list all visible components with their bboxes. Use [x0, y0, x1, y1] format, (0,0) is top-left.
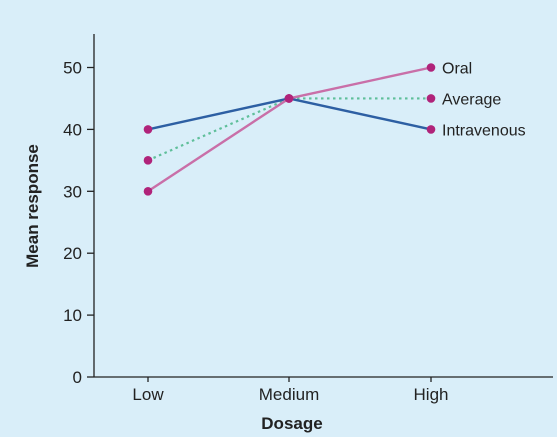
- data-point-intravenous: [143, 125, 153, 134]
- y-tick-label: 30: [63, 182, 82, 201]
- y-tick-label: 40: [63, 120, 82, 139]
- y-axis-title: Mean response: [23, 144, 42, 268]
- series-label-average: Average: [442, 91, 501, 108]
- x-tick-label: High: [414, 385, 449, 404]
- data-point-oral: [143, 187, 153, 196]
- y-tick-label: 50: [63, 59, 82, 78]
- data-point-average: [284, 94, 294, 103]
- series-label-oral: Oral: [442, 61, 472, 78]
- y-tick-label: 10: [63, 306, 82, 325]
- y-tick-label: 0: [73, 368, 82, 387]
- data-point-average: [426, 94, 436, 103]
- series-line-oral: [147, 66, 432, 193]
- x-axis-title: Dosage: [261, 414, 322, 433]
- x-tick-label: Low: [132, 385, 164, 404]
- series-label-intravenous: Intravenous: [442, 122, 526, 139]
- x-tick-label: Medium: [259, 385, 319, 404]
- y-tick-label: 20: [63, 244, 82, 263]
- y-axis: 0 10 20 30 40 50: [63, 34, 95, 387]
- series-labels: Intravenous Oral Average: [442, 61, 526, 140]
- data-point-intravenous: [426, 125, 436, 134]
- series-layer: [143, 63, 436, 196]
- x-axis: Low Medium High: [94, 376, 553, 404]
- series-line-average: [147, 97, 431, 162]
- series-line-intravenous: [147, 97, 432, 131]
- data-point-average: [143, 156, 153, 165]
- data-point-oral: [426, 63, 436, 72]
